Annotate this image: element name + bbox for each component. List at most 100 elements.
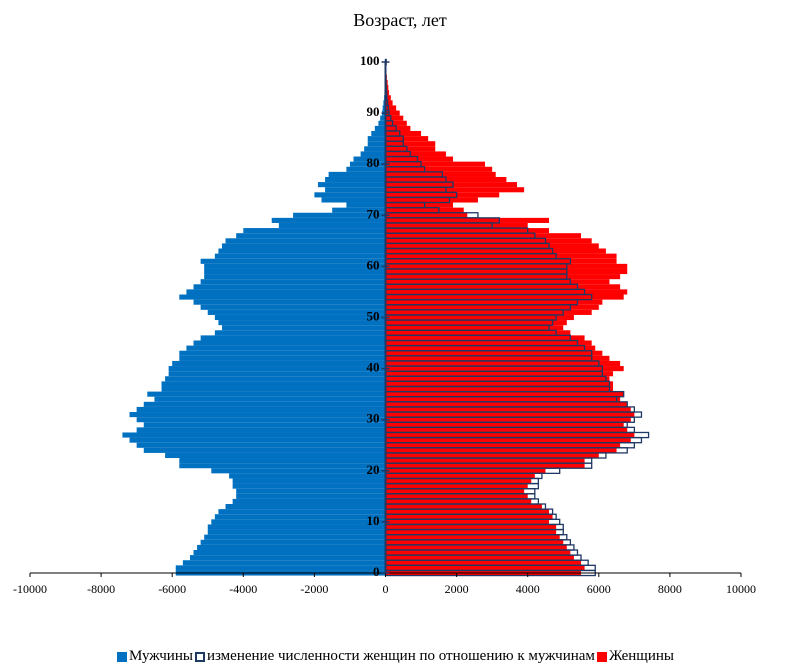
bar [186,345,386,351]
bar [385,366,624,372]
chart-title: Возраст, лет [353,10,447,30]
bar [385,253,617,259]
y-tick-label: 100 [360,53,380,68]
bar [385,432,635,438]
bar [385,171,496,177]
bar [229,473,386,479]
bar [143,422,386,428]
bar [207,309,386,315]
legend-label: изменение численности женщин по отношени… [206,648,595,664]
bar [385,468,546,474]
bar [385,156,454,162]
x-tick-label: 4000 [516,582,540,596]
bar [385,539,564,545]
bar [385,84,389,91]
bar [165,376,386,382]
bar [179,294,386,300]
bar [236,233,386,239]
bar [204,268,386,275]
bar [278,222,386,229]
bar [193,550,386,556]
y-tick-label: 70 [367,206,380,221]
bar [385,498,532,505]
bar [204,274,386,280]
bar [225,504,386,510]
bar [385,534,560,540]
bar [232,483,386,489]
chart: Возраст, лет -10000 -8000 -6000 -4000 -2000 0… [13,10,756,596]
bar [193,340,386,346]
bar [221,325,386,331]
bar [349,161,386,167]
bar [193,284,386,290]
bar [385,437,631,443]
bar [360,151,386,157]
bar [189,555,386,561]
bar [385,335,585,341]
bar [385,233,582,239]
bar [385,376,610,382]
bar [218,509,386,515]
bar [382,105,386,111]
bar [385,386,614,392]
bar [321,197,386,203]
bar [353,156,386,162]
bar [385,350,603,356]
x-tick-label: 6000 [587,582,611,596]
bar [211,519,386,525]
legend-swatch [194,651,205,662]
bar [385,355,610,361]
bar [204,534,386,540]
bar [385,238,592,244]
bar [385,146,436,152]
bar [385,555,574,561]
bar [385,493,528,499]
bar [385,519,550,525]
y-tick-label: 10 [367,513,380,528]
bar [214,330,386,336]
bar [136,427,386,433]
bar [385,110,400,116]
x-tick-label: -4000 [229,582,257,596]
bar [385,268,628,275]
bar [218,320,386,326]
bar [367,141,386,147]
bar [385,304,599,310]
bar [385,182,518,188]
bar [385,427,628,433]
bar [161,381,386,387]
bar [207,529,386,535]
bar [385,202,454,208]
bar [271,217,386,223]
bar [385,100,393,106]
legend-swatch [117,651,127,662]
bar [385,340,592,346]
bar [385,478,532,484]
bar [385,197,478,203]
bar [179,350,386,356]
y-tick-label: 90 [367,104,380,119]
bar [385,514,553,520]
legend-label: Женщины [608,648,674,664]
bar [385,243,599,249]
bar [182,560,386,566]
legend-item: изменение численности женщин по отношени… [194,648,595,665]
bar [168,371,386,377]
bar [385,401,628,407]
bar [332,207,386,213]
bar [385,95,391,101]
bar [385,120,407,126]
bar [385,309,592,315]
bar [385,115,404,121]
bar [385,473,535,479]
bar [122,432,386,438]
bar [232,478,386,484]
bar [378,120,386,126]
legend-item: Женщины [596,648,674,665]
bar [385,560,582,566]
bar [383,100,386,106]
bar [385,396,621,402]
bar [385,258,617,264]
bar [218,248,386,254]
